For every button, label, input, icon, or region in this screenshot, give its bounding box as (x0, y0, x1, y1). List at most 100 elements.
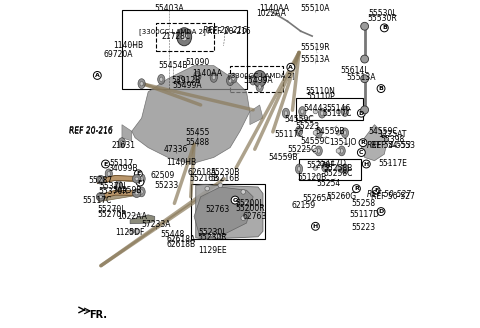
Ellipse shape (259, 74, 266, 84)
Text: 69720A: 69720A (104, 50, 133, 59)
Text: [3300CC-LAMDA 2]: [3300CC-LAMDA 2] (228, 72, 295, 79)
Ellipse shape (315, 146, 323, 156)
Text: 1140AA: 1140AA (259, 4, 289, 13)
Text: D: D (378, 209, 384, 214)
Circle shape (358, 149, 365, 156)
Circle shape (313, 166, 318, 170)
Text: REF 20-216: REF 20-216 (69, 127, 113, 136)
Text: [3300CC-LAMDA 2]: [3300CC-LAMDA 2] (139, 28, 206, 34)
Circle shape (96, 193, 105, 201)
Ellipse shape (315, 128, 323, 138)
Text: 62763: 62763 (242, 212, 267, 221)
Text: 55265A: 55265A (302, 194, 332, 203)
Ellipse shape (250, 75, 257, 85)
Ellipse shape (324, 165, 327, 170)
Circle shape (135, 177, 138, 180)
Text: 55614L: 55614L (340, 66, 369, 75)
Text: 55270R: 55270R (97, 210, 127, 219)
Text: 54559B: 54559B (315, 127, 345, 136)
Text: 55200L: 55200L (236, 199, 264, 208)
Text: 1022AA: 1022AA (117, 212, 147, 221)
Text: 55258C: 55258C (324, 169, 353, 178)
Text: 55258B: 55258B (324, 164, 353, 174)
Text: REF 50-527: REF 50-527 (367, 190, 410, 199)
Text: 62159: 62159 (292, 200, 316, 210)
Text: 21728C: 21728C (161, 31, 191, 41)
Circle shape (359, 139, 367, 147)
Ellipse shape (181, 32, 188, 41)
Circle shape (102, 160, 109, 168)
Text: 55499A: 55499A (173, 81, 203, 90)
Circle shape (360, 106, 369, 114)
Circle shape (377, 85, 385, 92)
Text: 55499A: 55499A (243, 76, 273, 85)
Circle shape (377, 208, 385, 215)
Text: 52763: 52763 (205, 205, 229, 215)
Text: 54559C: 54559C (368, 127, 397, 136)
Polygon shape (130, 215, 155, 224)
Circle shape (372, 186, 380, 194)
Text: E: E (103, 161, 108, 167)
Ellipse shape (253, 71, 266, 87)
Ellipse shape (230, 73, 237, 83)
Polygon shape (99, 175, 138, 184)
Text: 55110N: 55110N (305, 87, 336, 96)
Text: 55530R: 55530R (368, 13, 397, 23)
Ellipse shape (138, 187, 145, 197)
Circle shape (336, 131, 341, 135)
Text: B: B (379, 86, 384, 91)
Bar (156, 23, 214, 51)
Ellipse shape (261, 76, 264, 81)
Circle shape (129, 229, 133, 234)
Ellipse shape (117, 183, 120, 188)
Circle shape (360, 22, 369, 30)
Circle shape (336, 149, 341, 153)
Ellipse shape (157, 74, 165, 84)
Ellipse shape (138, 174, 145, 184)
Text: REF 20-216: REF 20-216 (207, 27, 251, 36)
Ellipse shape (298, 129, 300, 133)
Ellipse shape (140, 190, 143, 194)
Text: C: C (359, 150, 364, 155)
Polygon shape (361, 125, 387, 161)
Bar (299, 159, 361, 180)
Text: 62618A: 62618A (167, 235, 195, 244)
Ellipse shape (212, 75, 216, 80)
Text: 55223: 55223 (351, 223, 375, 233)
Ellipse shape (322, 162, 329, 172)
Text: 62618A: 62618A (188, 168, 217, 177)
Ellipse shape (140, 176, 143, 181)
Bar (230, 66, 283, 92)
Text: 55117D: 55117D (317, 159, 347, 169)
Text: 55230B: 55230B (211, 168, 240, 177)
Text: 53912B: 53912B (171, 76, 201, 85)
Polygon shape (99, 190, 138, 202)
Text: 21631: 21631 (111, 141, 135, 151)
Circle shape (96, 175, 105, 184)
Text: 55146: 55146 (326, 104, 350, 113)
Ellipse shape (282, 108, 289, 118)
Ellipse shape (105, 169, 112, 179)
Text: 55448: 55448 (161, 230, 185, 239)
Text: 55110P: 55110P (306, 92, 335, 101)
Text: H: H (364, 161, 369, 167)
Text: 55403A: 55403A (155, 4, 184, 13)
Ellipse shape (341, 128, 348, 138)
Circle shape (132, 174, 141, 183)
Text: 1125AT: 1125AT (378, 130, 407, 139)
Text: 55117C: 55117C (83, 195, 112, 205)
Ellipse shape (284, 111, 288, 115)
Ellipse shape (256, 82, 264, 92)
Ellipse shape (295, 164, 303, 174)
Text: 54559B: 54559B (268, 153, 298, 162)
Ellipse shape (177, 75, 185, 85)
Circle shape (218, 183, 223, 188)
Text: 62618B: 62618B (167, 240, 195, 249)
Text: REF 20-216: REF 20-216 (70, 126, 113, 135)
Circle shape (136, 178, 144, 186)
Text: 62509: 62509 (151, 171, 175, 180)
Text: R: R (354, 186, 359, 191)
Text: 55216B: 55216B (211, 174, 240, 183)
Circle shape (313, 109, 318, 114)
Bar (122, 10, 247, 89)
